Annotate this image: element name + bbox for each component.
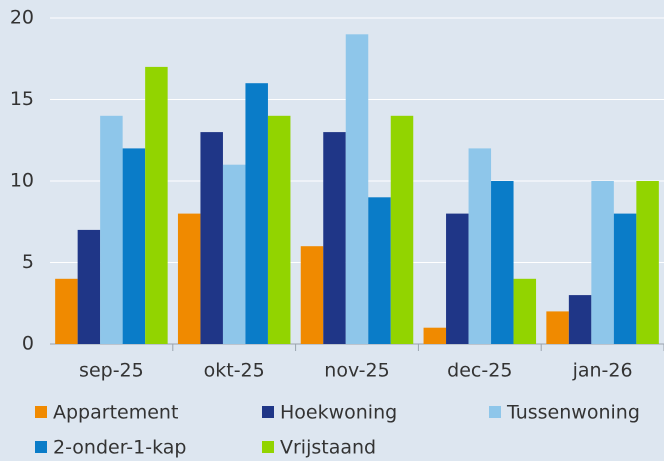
bar [77,229,101,344]
legend-label: 2-onder-1-kap [53,437,186,459]
bar [591,181,614,344]
y-tick-label: 0 [22,333,34,355]
bar [177,213,201,344]
bar [122,148,146,344]
legend-label: Tussenwoning [506,402,640,424]
bar [100,115,123,344]
legend-label: Appartement [53,402,178,424]
y-tick-label: 20 [10,7,34,29]
legend-swatch [35,406,47,418]
bar [200,132,223,344]
legend-swatch [35,441,47,453]
bar [568,295,592,344]
bar [55,278,78,344]
bar [300,246,324,344]
x-tick-label: dec-25 [447,360,512,382]
bar [468,148,492,344]
legend-swatch [262,406,274,418]
bar [546,311,569,344]
bar [390,115,414,344]
x-tick-label: sep-25 [79,360,144,382]
x-tick-label: okt-25 [204,360,265,382]
bar [446,213,469,344]
legend-swatch [489,406,501,418]
bar [636,181,659,344]
bar [323,132,346,344]
bar [345,34,369,345]
legend-label: Vrijstaand [280,437,376,459]
y-tick-label: 5 [22,251,34,273]
bar [613,213,637,344]
x-tick-label: jan-26 [572,360,633,382]
x-tick-label: nov-25 [324,360,389,382]
bar [267,115,291,344]
bar [513,278,537,344]
bar [145,66,168,345]
bar [368,197,391,344]
y-tick-label: 10 [10,170,34,192]
y-tick-label: 15 [10,88,34,110]
bar [245,83,268,344]
bar [222,164,246,344]
legend-swatch [262,441,274,453]
legend-label: Hoekwoning [280,402,397,424]
bar [423,327,447,344]
bar [491,181,514,344]
